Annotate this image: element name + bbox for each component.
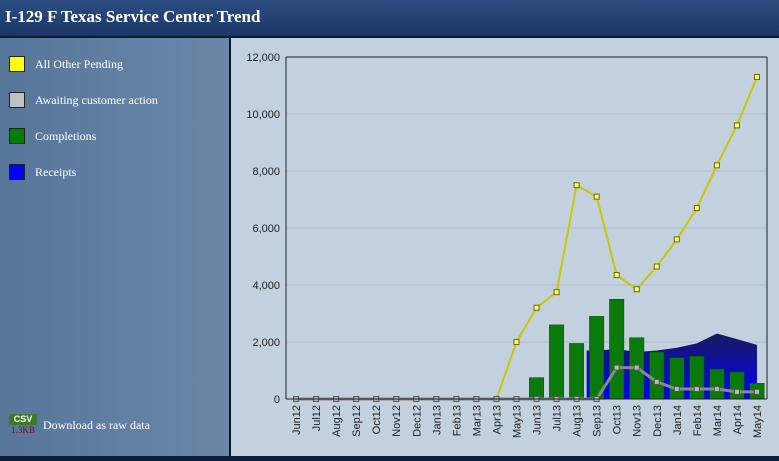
x-tick-label: Aug13 [572,405,584,437]
completions-bar [549,324,565,400]
chart-panel: 0 2,000 4,000 6,000 8,000 10,000 12,000 Jun12 Ju… [231,38,779,456]
trend-chart: 0 2,000 4,000 6,000 8,000 10,000 12,000 Jun12 Ju… [246,52,768,438]
download-label: Download as raw data [43,417,150,432]
y-tick-label: 6,000 [252,223,280,235]
x-tick-label: Oct12 [371,405,383,434]
x-tick-label: Feb14 [692,405,704,436]
x-tick-label: May13 [511,405,523,438]
y-tick-label: 4,000 [252,280,280,292]
legend-label: Receipts [35,164,77,179]
x-tick-label: Dec13 [652,405,664,437]
x-tick-label: Mar14 [712,405,724,436]
awaiting-customer-action-point [633,364,640,371]
download-raw-data-link[interactable]: CSV 1.3KB Download as raw data [9,414,150,436]
x-tick-label: Dec12 [411,405,423,437]
completions-bar [689,356,705,400]
x-tick-label: Nov12 [391,405,403,437]
all-other-pending-point [633,286,640,293]
legend-swatch-all-other-pending [9,56,25,72]
all-other-pending-point [613,272,620,279]
awaiting-customer-action-point [753,388,760,395]
all-other-pending-point [553,289,560,296]
x-tick-label: May14 [752,405,764,438]
y-tick-label: 10,000 [246,109,280,121]
completions-bar [529,377,544,400]
title-bar: I-129 F Texas Service Center Trend [0,0,779,38]
legend-label: Completions [35,128,97,143]
all-other-pending-point [733,122,740,129]
page-title: I-129 F Texas Service Center Trend [5,7,261,26]
x-tick-label: Apr14 [732,405,744,434]
legend-sidebar: All Other Pending Awaiting customer acti… [0,38,231,456]
y-tick-label: 0 [274,394,280,406]
awaiting-customer-action-point [613,364,620,371]
x-tick-label: Sep12 [351,405,363,437]
awaiting-customer-action-point [693,386,700,393]
awaiting-customer-action-point [713,386,720,393]
x-tick-label: Jan13 [431,405,443,435]
x-tick-label: Oct13 [612,405,624,434]
completions-bar [669,357,685,400]
legend-swatch-awaiting-customer-action [9,92,25,108]
x-tick-label: Jun12 [291,405,303,435]
all-other-pending-point [713,162,720,169]
legend-item-receipts[interactable]: Receipts [9,163,76,181]
awaiting-customer-action-point [653,378,660,385]
csv-icon-label: CSV [9,414,37,425]
all-other-pending-point [753,73,760,80]
x-tick-label: Feb13 [451,405,463,436]
y-tick-label: 2,000 [252,337,280,349]
legend-item-completions[interactable]: Completions [9,127,96,145]
legend-swatch-completions [9,128,25,144]
all-other-pending-point [693,205,700,212]
x-tick-label: Jun13 [532,405,544,435]
completions-bar [709,368,725,400]
all-other-pending-point [573,182,580,189]
x-tick-label: Mar13 [471,405,483,436]
x-tick-label: Sep13 [592,405,604,437]
y-tick-label: 12,000 [246,52,280,64]
legend-item-all-other-pending[interactable]: All Other Pending [9,55,123,73]
completions-bar [649,351,665,400]
csv-file-icon: CSV 1.3KB [9,414,37,436]
csv-file-size: 1.3KB [11,425,35,435]
x-tick-label: Apr13 [491,405,503,434]
all-other-pending-point [533,304,540,311]
completions-bar [589,316,605,400]
completions-bar [729,371,745,400]
all-other-pending-point [653,263,660,270]
x-tick-label: Jul13 [552,405,564,431]
legend-swatch-receipts [9,164,25,180]
completions-bar [609,299,625,400]
all-other-pending-point [673,236,680,243]
x-tick-label: Jan14 [672,405,684,435]
x-tick-label: Jul12 [311,405,323,431]
x-tick-label: Aug12 [331,405,343,437]
awaiting-customer-action-point [673,386,680,393]
all-other-pending-point [513,339,520,345]
all-other-pending-point [593,193,600,200]
y-tick-label: 8,000 [252,166,280,178]
x-tick-label: Nov13 [632,405,644,437]
legend-item-awaiting-customer-action[interactable]: Awaiting customer action [9,91,158,109]
legend-label: Awaiting customer action [35,92,158,107]
legend-label: All Other Pending [35,56,123,71]
completions-bar [569,343,585,400]
awaiting-customer-action-point [733,388,740,395]
